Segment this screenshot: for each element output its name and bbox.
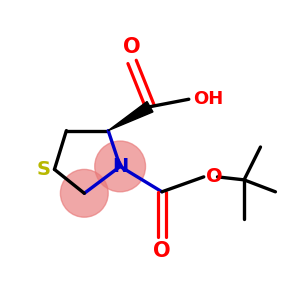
Text: O: O: [123, 38, 141, 57]
Text: O: O: [206, 167, 223, 186]
Circle shape: [60, 169, 108, 217]
Text: S: S: [37, 160, 51, 179]
Text: O: O: [153, 241, 171, 261]
Text: OH: OH: [193, 90, 224, 108]
Circle shape: [95, 141, 146, 192]
Polygon shape: [108, 101, 153, 130]
Text: N: N: [112, 157, 128, 176]
